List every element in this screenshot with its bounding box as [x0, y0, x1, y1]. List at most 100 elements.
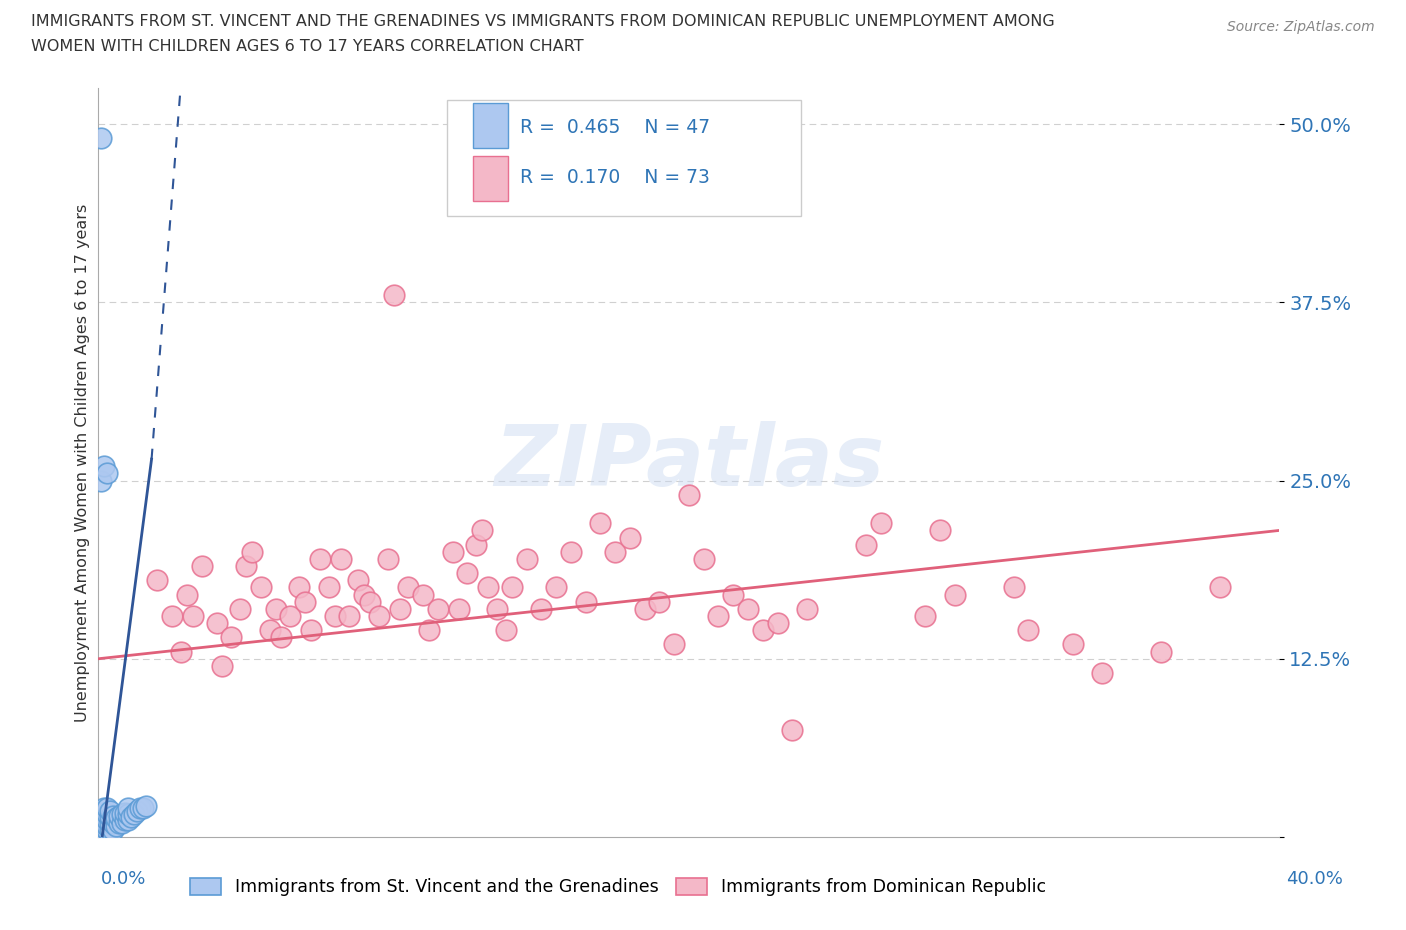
- Point: [368, 608, 391, 623]
- Point: [1018, 623, 1040, 638]
- Point: [96, 466, 118, 481]
- Point: [90, 131, 112, 146]
- Point: [288, 580, 311, 595]
- Point: [634, 602, 657, 617]
- Point: [117, 806, 139, 821]
- Point: [766, 616, 789, 631]
- Point: [486, 602, 509, 617]
- Point: [914, 608, 936, 623]
- Point: [353, 587, 375, 602]
- Point: [589, 516, 612, 531]
- Point: [90, 816, 112, 830]
- Text: Source: ZipAtlas.com: Source: ZipAtlas.com: [1227, 20, 1375, 34]
- Point: [90, 805, 112, 820]
- Point: [87, 816, 110, 830]
- Point: [240, 544, 263, 559]
- Point: [93, 825, 115, 840]
- Point: [309, 551, 332, 566]
- Text: 40.0%: 40.0%: [1286, 870, 1343, 888]
- Point: [105, 811, 128, 826]
- Point: [90, 808, 112, 823]
- Point: [135, 798, 157, 813]
- Point: [93, 801, 115, 816]
- Point: [93, 458, 115, 473]
- Point: [191, 559, 214, 574]
- Point: [96, 822, 118, 837]
- Point: [235, 559, 257, 574]
- Point: [323, 608, 346, 623]
- Point: [1002, 580, 1025, 595]
- Point: [294, 594, 316, 609]
- Bar: [472, 103, 508, 148]
- Point: [347, 573, 370, 588]
- Point: [108, 808, 131, 823]
- Point: [929, 523, 952, 538]
- Point: [96, 801, 118, 816]
- Point: [229, 602, 252, 617]
- Point: [98, 816, 121, 830]
- Point: [1150, 644, 1173, 659]
- Point: [737, 602, 759, 617]
- Point: [105, 818, 128, 833]
- Bar: [472, 155, 508, 201]
- Point: [103, 822, 125, 837]
- Point: [377, 551, 399, 566]
- Point: [98, 822, 121, 837]
- Point: [1062, 637, 1084, 652]
- Point: [90, 822, 112, 837]
- Point: [111, 816, 134, 830]
- Point: [465, 538, 488, 552]
- Point: [855, 538, 877, 552]
- Point: [471, 523, 494, 538]
- Point: [96, 806, 118, 821]
- Text: ZIPatlas: ZIPatlas: [494, 421, 884, 504]
- Point: [359, 594, 381, 609]
- Point: [678, 487, 700, 502]
- Point: [205, 616, 228, 631]
- Point: [870, 516, 893, 531]
- Point: [146, 573, 169, 588]
- Point: [98, 810, 121, 825]
- Point: [546, 580, 568, 595]
- Point: [329, 551, 352, 566]
- Point: [125, 804, 148, 818]
- Point: [605, 544, 627, 559]
- Point: [447, 602, 470, 617]
- Point: [318, 580, 340, 595]
- Point: [530, 602, 553, 617]
- Point: [93, 805, 115, 820]
- Point: [752, 623, 775, 638]
- Point: [259, 623, 281, 638]
- Point: [211, 658, 233, 673]
- Point: [388, 602, 411, 617]
- Point: [114, 813, 136, 828]
- Point: [441, 544, 464, 559]
- Point: [93, 816, 115, 830]
- Point: [943, 587, 966, 602]
- Point: [382, 287, 405, 302]
- Point: [516, 551, 538, 566]
- Point: [181, 608, 204, 623]
- Point: [796, 602, 818, 617]
- Point: [93, 810, 115, 825]
- Point: [90, 818, 112, 833]
- Point: [575, 594, 598, 609]
- Point: [501, 580, 523, 595]
- Point: [1209, 580, 1232, 595]
- Y-axis label: Unemployment Among Women with Children Ages 6 to 17 years: Unemployment Among Women with Children A…: [75, 204, 90, 722]
- Point: [648, 594, 671, 609]
- Point: [664, 637, 686, 652]
- Point: [270, 630, 292, 644]
- Point: [176, 587, 198, 602]
- Point: [87, 813, 110, 828]
- Point: [111, 806, 134, 821]
- Point: [96, 818, 118, 833]
- Text: WOMEN WITH CHILDREN AGES 6 TO 17 YEARS CORRELATION CHART: WOMEN WITH CHILDREN AGES 6 TO 17 YEARS C…: [31, 39, 583, 54]
- Point: [299, 623, 322, 638]
- Point: [96, 813, 118, 828]
- Point: [427, 602, 450, 617]
- Point: [170, 644, 193, 659]
- Point: [90, 811, 112, 826]
- Point: [221, 630, 243, 644]
- Point: [264, 602, 287, 617]
